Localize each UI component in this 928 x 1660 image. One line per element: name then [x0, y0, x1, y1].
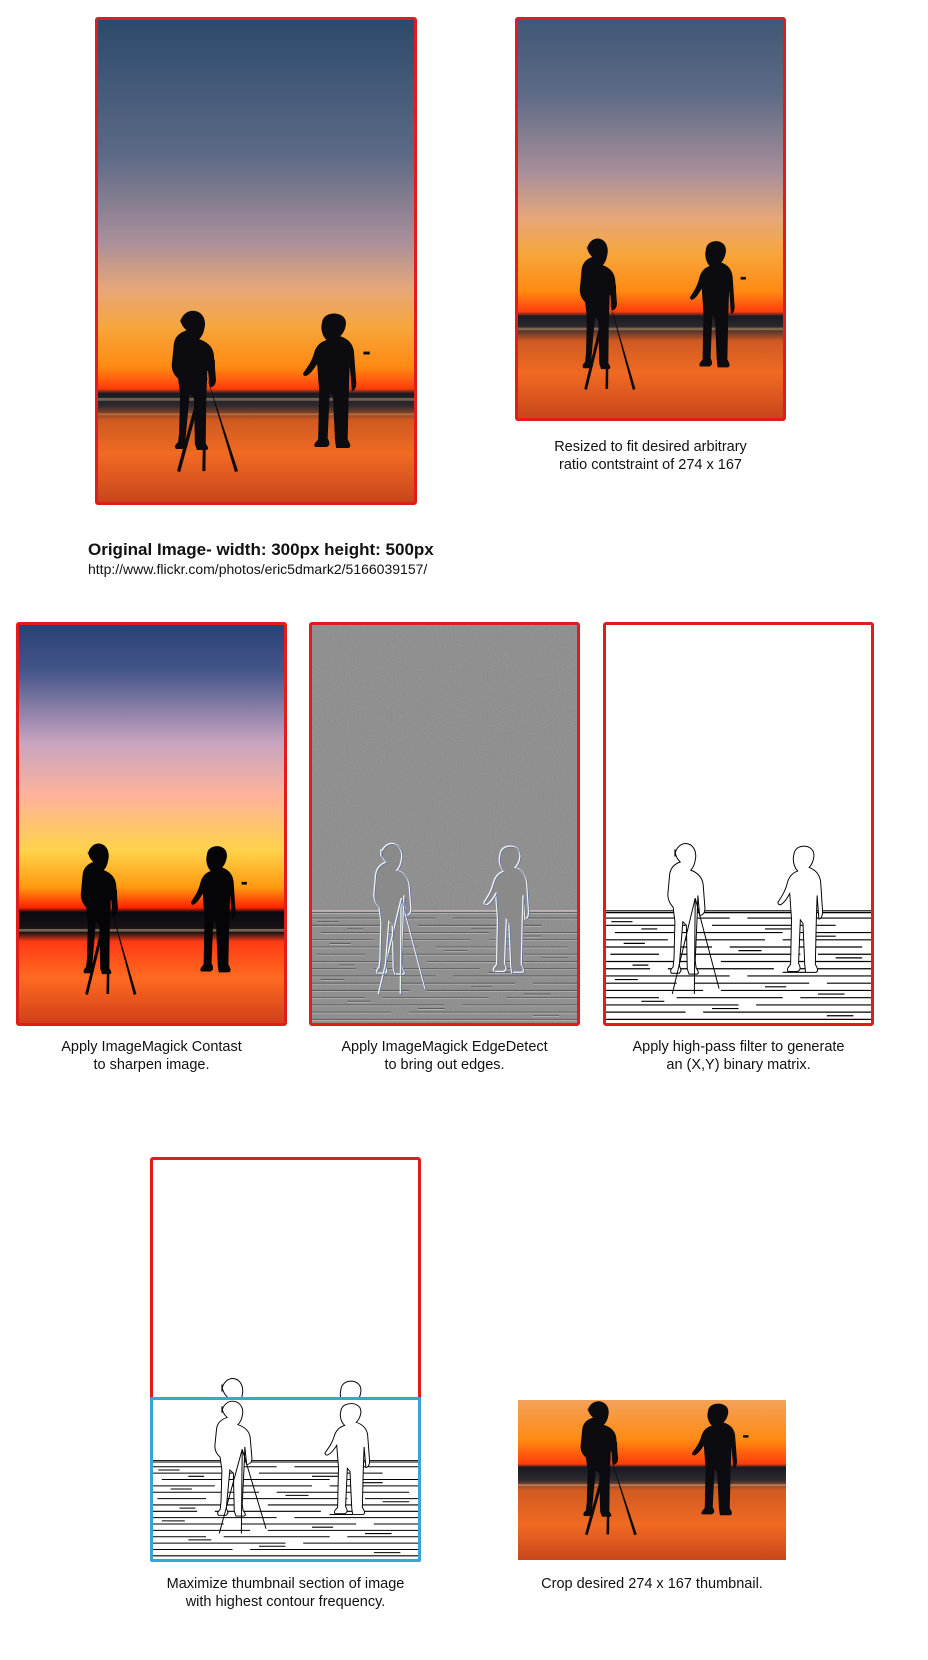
original-image [95, 17, 417, 505]
crop-caption-line-1: Crop desired 274 x 167 thumbnail. [541, 1576, 763, 1592]
contrast-caption: Apply ImageMagick Contast to sharpen ima… [16, 1038, 287, 1074]
maximize-caption-line-1: Maximize thumbnail section of image [166, 1576, 405, 1592]
binary-matrix-caption-line-2: an (X,Y) binary matrix. [666, 1057, 811, 1073]
cropped-thumbnail [518, 1400, 786, 1560]
selected-thumbnail-region [150, 1397, 421, 1562]
edge-detect-image [309, 622, 580, 1026]
contrast-caption-line-2: to sharpen image. [93, 1057, 210, 1073]
edge-detect-caption: Apply ImageMagick EdgeDetect to bring ou… [309, 1038, 580, 1074]
edge-detect-caption-line-1: Apply ImageMagick EdgeDetect [341, 1039, 548, 1055]
maximize-caption: Maximize thumbnail section of image with… [150, 1575, 421, 1611]
binary-matrix-caption: Apply high-pass filter to generate an (X… [603, 1038, 874, 1074]
maximize-caption-line-2: with highest contour frequency. [185, 1594, 386, 1610]
original-image-title: Original Image- width: 300px height: 500… [88, 540, 434, 559]
crop-caption: Crop desired 274 x 167 thumbnail. [505, 1575, 799, 1593]
original-image-url: http://www.flickr.com/photos/eric5dmark2… [88, 561, 428, 577]
binary-matrix-image [603, 622, 874, 1026]
contrast-image [16, 622, 287, 1026]
resized-caption-line-2: ratio contstraint of 274 x 167 [559, 457, 742, 473]
resized-image [515, 17, 786, 421]
binary-matrix-caption-line-1: Apply high-pass filter to generate [632, 1039, 845, 1055]
contrast-caption-line-1: Apply ImageMagick Contast [61, 1039, 242, 1055]
resized-caption-line-1: Resized to fit desired arbitrary [554, 439, 747, 455]
edge-detect-caption-line-2: to bring out edges. [384, 1057, 505, 1073]
resized-caption: Resized to fit desired arbitrary ratio c… [515, 438, 786, 474]
